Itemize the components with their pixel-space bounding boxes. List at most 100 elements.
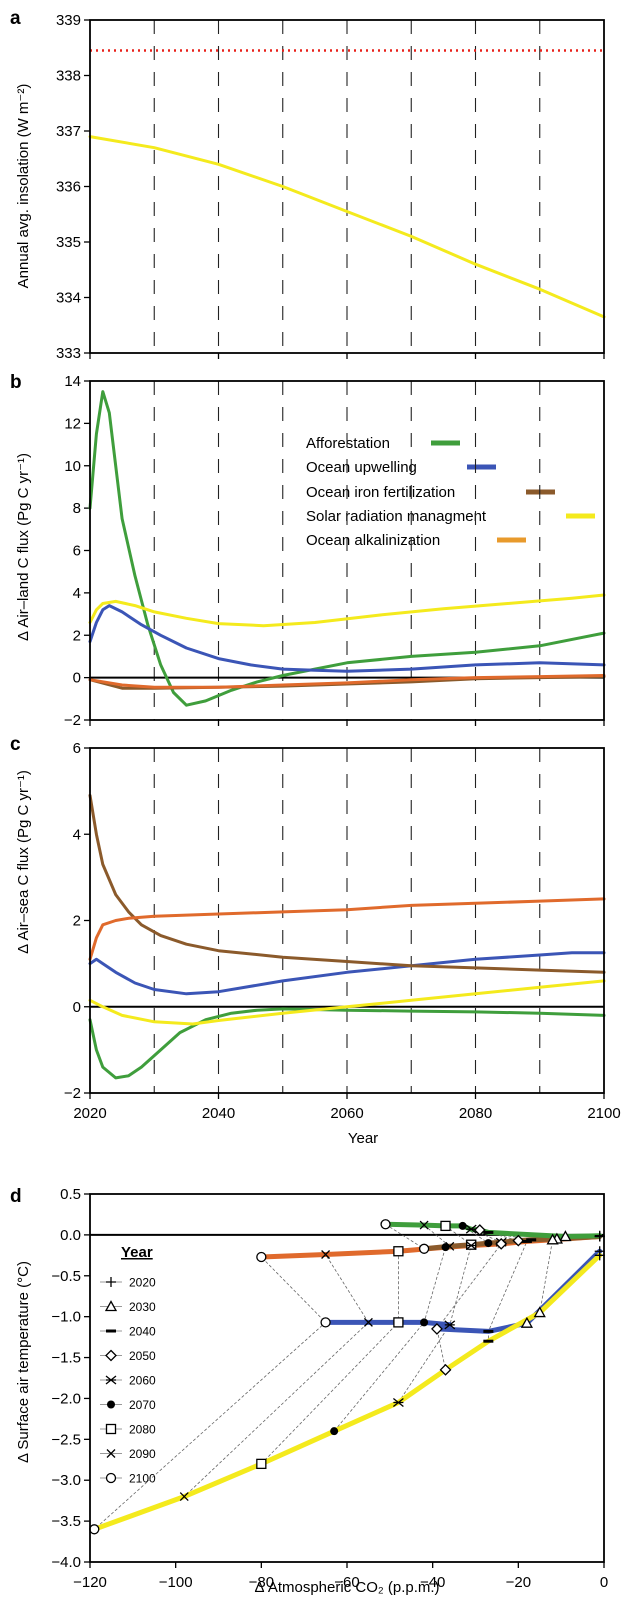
panel-d-marker-ocean-iron-fertilization-2100 (418, 1243, 430, 1254)
legend-b-afforestation: Afforestation (306, 435, 390, 452)
legend-d-items: 2020 2030 2040 2050 2060 2070 2080 2090 2100 (100, 1276, 156, 1486)
panel-d-ytick-label: −2.5 (51, 1431, 81, 1448)
panel-c-xtick-label: 2080 (459, 1105, 492, 1122)
legend-d-label-2030: 2030 (129, 1300, 156, 1314)
panel-c-frame (89, 747, 605, 1094)
legend-d: Year 2020 2030 2040 2050 2060 2070 2080 2090 210… (100, 1244, 156, 1486)
legend-d-label-2060: 2060 (129, 1374, 156, 1388)
panel-d-marker-ocean-upwelling-2100 (320, 1317, 331, 1328)
panel-d-xlabel: Δ Atmospheric CO₂ (p.p.m.) (254, 1579, 439, 1596)
panel-d-marker-ocean-alkalinization-2030 (546, 1233, 559, 1245)
legend-d-title: Year (121, 1244, 153, 1261)
panel-d-xtick-label: −60 (334, 1574, 359, 1591)
panel-d-ytick-label: −3.0 (51, 1472, 81, 1489)
panel-a-ytick-label: 336 (56, 179, 81, 196)
panel-b-ytick-label: 10 (64, 458, 81, 475)
panel-b-ytick-label: 14 (64, 373, 81, 390)
panel-d-connector-2100 (94, 1223, 426, 1530)
panel-d-ytick-label: −3.5 (51, 1513, 81, 1530)
panel-d-marker-ocean-upwelling-2080 (393, 1317, 404, 1328)
panel-c-series-ocean-iron-fertilization (88, 793, 606, 974)
panel-d-marker-ocean-alkalinization-2090 (321, 1250, 331, 1259)
panel-d-marker-solar-radiation-managment-2080 (256, 1458, 267, 1470)
panel-d-marker-ocean-upwelling-2030 (520, 1316, 534, 1328)
panel-d-marker-afforestation-2090 (419, 1220, 429, 1230)
panel-b-ytick-label: 8 (73, 500, 81, 517)
panel-d-marker-ocean-iron-fertilization-2050 (512, 1234, 525, 1247)
legend-d-marker-2060 (105, 1375, 117, 1385)
panel-b-ytick-label: 12 (64, 415, 81, 432)
panel-d-trajectory-solar-radiation-managment (91, 1252, 603, 1532)
panel-d-marker-solar-radiation-managment-2040 (483, 1339, 494, 1343)
panel-b-ytick-label: 4 (73, 585, 81, 602)
panel-d: 0.5 0.0 −0.5 −1.0 −1.5 −2.0 −2.5 −3.0 −3.5 −4.0 −1… (51, 1186, 608, 1591)
panel-b-series-afforestation (88, 390, 606, 707)
panel-c-xtick-label: 2100 (587, 1105, 620, 1122)
panel-a-ytick-label: 334 (56, 290, 81, 307)
panel-a-frame (89, 19, 605, 354)
panel-b-series-ocean-alkalinization (88, 674, 606, 689)
panel-d-marker-afforestation-2050 (473, 1224, 486, 1236)
panel-letter-b: b (10, 372, 22, 393)
legend-b-alkalinization: Ocean alkalinization (306, 532, 440, 549)
legend-d-marker-2090 (106, 1449, 116, 1458)
panel-c: −2 0 2 4 6 2020 2040 2060 2080 2100 (64, 740, 621, 1122)
panel-d-xtick-label: −80 (249, 1574, 274, 1591)
panel-a: 333 334 335 336 337 338 339 (56, 12, 606, 362)
panel-letter-c: c (10, 734, 21, 755)
panel-letter-d: d (10, 1186, 22, 1207)
panel-d-marker-afforestation-2040 (483, 1230, 494, 1234)
panel-d-marker-ocean-upwelling-2090 (363, 1317, 373, 1327)
panel-d-marker-ocean-alkalinization-2050 (495, 1237, 508, 1250)
panel-c-ytick-label: 6 (73, 740, 81, 757)
panel-d-marker-solar-radiation-managment-2100 (89, 1524, 100, 1535)
legend-d-label-2040: 2040 (129, 1325, 156, 1339)
panel-c-ylabel: Δ Air–sea C flux (Pg C yr⁻¹) (15, 770, 32, 954)
legend-d-label-2100: 2100 (129, 1472, 156, 1486)
panel-c-ytick-label: 0 (73, 999, 81, 1016)
panel-d-marker-afforestation-2070 (458, 1221, 467, 1230)
panel-c-series-ocean-alkalinization (88, 897, 606, 961)
panel-letter-a: a (10, 8, 21, 29)
panel-d-marker-ocean-upwelling-2040 (483, 1329, 494, 1333)
panel-c-ytick-label: 4 (73, 826, 81, 843)
panel-c-series-ocean-upwelling (88, 951, 606, 996)
panel-d-marker-ocean-alkalinization-2070 (441, 1243, 450, 1252)
panel-d-marker-ocean-upwelling-2050 (431, 1323, 443, 1335)
panel-b-ytick-label: −2 (64, 712, 81, 729)
plot-layer: 333334335336337338339−202468101214−20246… (51, 12, 620, 1591)
panel-a-ytick-label: 333 (56, 345, 81, 362)
panel-b-ytick-label: 2 (73, 627, 81, 644)
panel-d-ytick-label: −2.0 (51, 1390, 81, 1407)
panel-d-marker-ocean-upwelling-2070 (420, 1318, 429, 1327)
panel-d-ytick-label: −4.0 (51, 1554, 81, 1571)
panel-d-marker-ocean-alkalinization-2080 (393, 1246, 404, 1257)
panel-c-series-solar-radiation-managment (88, 979, 606, 1026)
panel-d-connector-2060 (398, 1228, 503, 1403)
legend-d-label-2020: 2020 (129, 1276, 156, 1290)
panel-d-connector-2070 (333, 1225, 490, 1432)
legend-b-iron-fertilization: Ocean iron fertilization (306, 484, 455, 501)
panel-d-xtick-label: −20 (506, 1574, 531, 1591)
panel-a-ytick-label: 339 (56, 12, 81, 29)
panel-d-ylabel: Δ Surface air temperature (°C) (15, 1261, 32, 1463)
panel-d-connector-2030 (526, 1236, 566, 1324)
legend-d-marker-2020 (106, 1277, 116, 1287)
panel-d-marker-solar-radiation-managment-2090 (179, 1492, 189, 1502)
legend-d-marker-2100 (105, 1472, 117, 1484)
panel-b-ytick-label: 0 (73, 670, 81, 687)
panel-c-xtick-label: 2040 (202, 1105, 235, 1122)
panel-d-connector-2090 (183, 1224, 451, 1497)
legend-b-ocean-upwelling: Ocean upwelling (306, 459, 417, 476)
panel-d-xtick-label: −100 (159, 1574, 193, 1591)
panel-d-marker-ocean-iron-fertilization-2070 (484, 1239, 493, 1248)
panel-b: −2 0 2 4 6 8 10 12 14 (64, 373, 606, 729)
panel-c-xtick-label: 2060 (330, 1105, 363, 1122)
panel-d-marker-afforestation-2080 (440, 1220, 451, 1232)
legend-d-label-2050: 2050 (129, 1349, 156, 1363)
panel-d-marker-solar-radiation-managment-2070 (330, 1427, 339, 1436)
panel-d-ytick-label: 0.0 (60, 1227, 81, 1244)
panel-c-ytick-label: −2 (64, 1085, 81, 1102)
panel-d-marker-ocean-alkalinization-2020 (594, 1231, 605, 1242)
panel-d-marker-afforestation-2100 (380, 1219, 391, 1230)
